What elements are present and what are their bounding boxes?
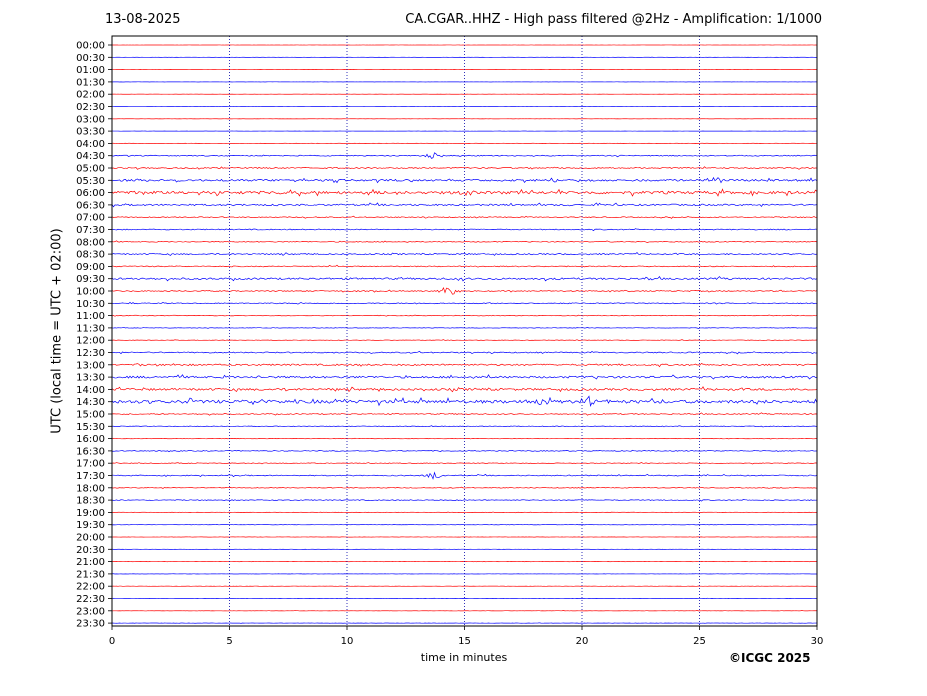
trace-line xyxy=(111,215,818,219)
trace-line xyxy=(111,486,818,489)
y-tick-label: 21:30 xyxy=(76,569,105,580)
y-tick-label: 18:00 xyxy=(76,483,105,494)
y-tick-label: 23:00 xyxy=(76,606,105,617)
trace-line xyxy=(111,524,818,526)
y-tick-label: 09:00 xyxy=(76,262,105,273)
trace-line xyxy=(111,362,818,368)
y-tick-label: 19:00 xyxy=(76,508,105,519)
y-tick-label: 00:30 xyxy=(76,53,105,64)
x-tick-label: 25 xyxy=(693,636,706,647)
trace-line xyxy=(111,622,818,624)
y-tick-label: 16:30 xyxy=(76,446,105,457)
trace-line xyxy=(111,339,818,341)
y-tick-label: 05:30 xyxy=(76,176,105,187)
y-tick-label: 14:00 xyxy=(76,385,105,396)
copyright-notice: ©ICGC 2025 xyxy=(729,651,811,665)
y-tick-label: 13:30 xyxy=(76,373,105,384)
y-tick-label: 10:30 xyxy=(76,299,105,310)
trace-line xyxy=(111,374,818,380)
trace-line xyxy=(111,449,818,453)
y-tick-label: 17:00 xyxy=(76,459,105,470)
x-tick-label: 10 xyxy=(341,636,354,647)
y-tick-label: 07:30 xyxy=(76,225,105,236)
trace-line xyxy=(111,240,818,243)
y-tick-label: 09:30 xyxy=(76,274,105,285)
y-tick-label: 22:00 xyxy=(76,582,105,593)
trace-line xyxy=(111,327,818,329)
y-tick-label: 03:30 xyxy=(76,127,105,138)
y-tick-label: 00:00 xyxy=(76,41,105,52)
y-tick-label: 08:30 xyxy=(76,250,105,261)
y-tick-label: 22:30 xyxy=(76,594,105,605)
y-tick-label: 13:00 xyxy=(76,360,105,371)
trace-line xyxy=(111,350,818,355)
y-tick-label: 17:30 xyxy=(76,471,105,482)
trace-line xyxy=(111,471,818,480)
y-tick-label: 07:00 xyxy=(76,213,105,224)
y-tick-label: 01:00 xyxy=(76,65,105,76)
y-tick-label: 03:00 xyxy=(76,114,105,125)
y-tick-label: 20:30 xyxy=(76,545,105,556)
y-tick-label: 11:30 xyxy=(76,323,105,334)
y-tick-label: 02:30 xyxy=(76,102,105,113)
y-tick-label: 14:30 xyxy=(76,397,105,408)
trace-line xyxy=(111,462,818,465)
x-tick-label: 20 xyxy=(576,636,589,647)
y-tick-label: 11:00 xyxy=(76,311,105,322)
trace-line xyxy=(111,511,818,514)
x-axis-label: time in minutes xyxy=(420,651,508,664)
y-tick-label: 12:00 xyxy=(76,336,105,347)
y-tick-label: 10:00 xyxy=(76,287,105,298)
chart-title: CA.CGAR..HHZ - High pass filtered @2Hz -… xyxy=(405,12,822,27)
y-tick-label: 23:30 xyxy=(76,619,105,630)
y-tick-label: 12:30 xyxy=(76,348,105,359)
x-tick-label: 30 xyxy=(811,636,824,647)
trace-line xyxy=(111,252,818,256)
x-tick-label: 0 xyxy=(109,636,115,647)
y-tick-label: 06:30 xyxy=(76,200,105,211)
trace-line xyxy=(111,499,818,502)
trace-line xyxy=(111,386,818,393)
y-tick-label: 20:00 xyxy=(76,533,105,544)
y-tick-label: 02:00 xyxy=(76,90,105,101)
x-tick-label: 5 xyxy=(226,636,232,647)
trace-line xyxy=(111,176,818,184)
y-tick-label: 15:00 xyxy=(76,410,105,421)
plot-date: 13-08-2025 xyxy=(105,12,181,27)
y-tick-label: 04:00 xyxy=(76,139,105,150)
y-tick-label: 01:30 xyxy=(76,77,105,88)
y-tick-label: 04:30 xyxy=(76,151,105,162)
trace-line xyxy=(111,228,818,232)
trace-line xyxy=(111,166,818,170)
x-tick-label: 15 xyxy=(458,636,471,647)
trace-line xyxy=(111,188,818,197)
y-tick-label: 18:30 xyxy=(76,496,105,507)
y-tick-label: 16:00 xyxy=(76,434,105,445)
trace-line xyxy=(111,395,818,407)
trace-line xyxy=(111,276,818,282)
y-tick-label: 05:00 xyxy=(76,164,105,175)
trace-line xyxy=(111,264,818,268)
trace-line xyxy=(111,152,818,159)
y-tick-label: 15:30 xyxy=(76,422,105,433)
y-tick-label: 06:00 xyxy=(76,188,105,199)
trace-line xyxy=(111,286,818,295)
y-tick-label: 08:00 xyxy=(76,237,105,248)
y-tick-label: 21:00 xyxy=(76,557,105,568)
y-tick-label: 19:30 xyxy=(76,520,105,531)
trace-line xyxy=(111,202,818,208)
